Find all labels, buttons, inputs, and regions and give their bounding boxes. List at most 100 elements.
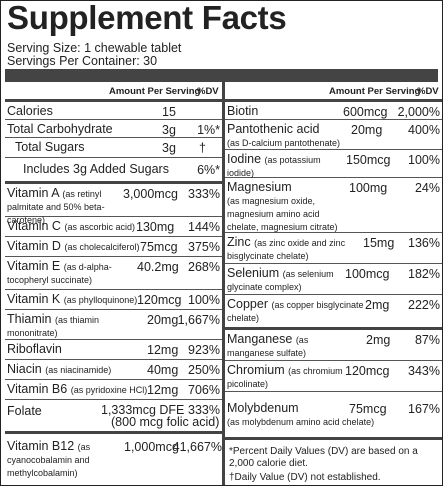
nutrient-name: Riboflavin [7, 342, 62, 356]
nutrient-dv: 41,667% [172, 440, 222, 454]
dv-header: %DV [417, 86, 439, 97]
nutrient-row: Includes 3g Added Sugars 6%* [5, 158, 222, 184]
nutrient-amount: 12mg [147, 343, 179, 357]
nutrient-dv: † [199, 141, 206, 155]
nutrient-dv: 144% [188, 220, 220, 234]
nutrient-name: Magnesium (as magnesium oxide, magnesium … [227, 180, 338, 233]
nutrient-row: Pantothenic acid (as D-calcium pantothena… [225, 120, 442, 150]
nutrient-row: Total Sugars 3g † [5, 138, 222, 158]
nutrient-row: Iodine (as potassium iodide) 150mcg 100% [225, 150, 442, 178]
nutrient-name: Zinc (as zinc oxide and zinc bisglycinat… [227, 235, 346, 262]
nutrient-name: Molybdenum (as molybdenum amino acid chel… [227, 401, 375, 428]
no-dv-footnote: †Daily Value (DV) not established. [229, 472, 381, 483]
nutrient-dv: 268% [188, 260, 220, 274]
nutrient-amount: 40.2mg [137, 260, 179, 274]
nutrient-amount: 15mg [363, 236, 395, 250]
nutrient-name: Vitamin K (as phylloquinone) [7, 292, 138, 306]
nutrient-dv: 375% [188, 240, 220, 254]
nutrient-amount: 1,000mcg [124, 440, 179, 454]
dv-footnote: *Percent Daily Values (DV) are based on … [229, 446, 418, 469]
column-divider [222, 69, 225, 485]
nutrient-amount: 600mcg [343, 105, 388, 119]
nutrient-name: Iodine (as potassium iodide) [227, 152, 321, 179]
nutrient-amount: 12mg [147, 383, 179, 397]
nutrient-dv: 222% [408, 298, 440, 312]
nutrient-name: Biotin [227, 104, 259, 118]
nutrient-dv: 400% [408, 123, 440, 137]
dv-header: %DV [197, 86, 219, 97]
nutrient-amount: 150mcg [346, 153, 391, 167]
nutrient-amount: 75mcg [140, 240, 178, 254]
nutrient-name: Vitamin B6 (as pyridoxine HCl) [7, 382, 148, 396]
nutrient-name: Pantothenic acid (as D-calcium pantothena… [227, 122, 341, 149]
nutrient-amount: 120mcg [345, 364, 390, 378]
nutrient-row: Copper (as copper bisglycinate chelate) … [225, 295, 442, 330]
nutrient-amount: 40mg [147, 363, 179, 377]
nutrient-dv: 100% [408, 153, 440, 167]
nutrient-row: Total Carbohydrate 3g 1%* [5, 120, 222, 138]
nutrient-dv: 87% [414, 333, 440, 347]
nutrient-amount: 1,333mcg DFE [101, 403, 185, 417]
nutrient-name: Chromium (as chromium picolinate) [227, 363, 343, 390]
nutrient-name: Vitamin A (as retinyl palmitate and 50% … [7, 186, 105, 226]
amount-header: Amount Per Serving [109, 86, 201, 97]
nutrient-name: Vitamin C (as ascorbic acid) [7, 219, 135, 233]
servings-per-container: Servings Per Container: 30 [7, 54, 158, 68]
nutrient-dv: 250% [188, 363, 220, 377]
right-column: Amount Per Serving %DV Biotin 600mcg 2,0… [225, 82, 442, 485]
nutrient-dv: 167% [408, 402, 440, 416]
nutrient-row: Vitamin E (as d-alpha-tocopheryl succina… [5, 257, 222, 290]
nutrient-name: Selenium (as selenium glycinate complex) [227, 266, 334, 293]
nutrient-row: Vitamin C (as ascorbic acid) 130mg 144% [5, 217, 222, 237]
nutrient-name: Includes 3g Added Sugars [23, 162, 169, 176]
nutrient-row: Vitamin D (as cholecalciferol) 75mcg 375… [5, 237, 222, 257]
left-column-header: Amount Per Serving %DV [5, 82, 222, 102]
header-bar [5, 69, 438, 82]
nutrient-dv: 333% [188, 187, 220, 201]
nutrient-amount: 3g [162, 141, 176, 155]
nutrient-dv: 136% [408, 236, 440, 250]
right-column-header: Amount Per Serving %DV [225, 82, 442, 102]
nutrient-row: Niacin (as niacinamide) 40mg 250% [5, 360, 222, 380]
nutrient-name: Calories [7, 104, 53, 118]
nutrient-dv: 24% [414, 181, 440, 195]
nutrient-row: Vitamin B12 (as cyanocobalamin and methy… [5, 434, 222, 479]
nutrient-amount: 100mcg [345, 267, 390, 281]
footnotes: *Percent Daily Values (DV) are based on … [225, 440, 442, 485]
nutrient-dv: 182% [408, 267, 440, 281]
nutrient-amount: 15 [162, 105, 176, 119]
nutrient-name: Manganese (as manganese sulfate) [227, 332, 309, 359]
nutrient-amount: 100mg [349, 181, 388, 195]
serving-size: Serving Size: 1 chewable tablet [7, 41, 182, 55]
amount-header: Amount Per Serving [329, 86, 421, 97]
nutrient-row: Chromium (as chromium picolinate) 120mcg… [225, 361, 442, 392]
nutrient-name: Niacin (as niacinamide) [7, 362, 112, 376]
nutrient-dv: 706% [188, 383, 220, 397]
nutrient-dv: 923% [188, 343, 220, 357]
nutrient-amount: 130mg [136, 220, 175, 234]
nutrient-dv: 1,667% [177, 313, 220, 327]
nutrient-row: Riboflavin 12mg 923% [5, 340, 222, 360]
nutrient-dv: 2,000% [397, 105, 440, 119]
nutrient-amount: 75mcg [349, 402, 387, 416]
nutrient-name: Total Sugars [15, 140, 85, 154]
nutrient-row: Magnesium (as magnesium oxide, magnesium … [225, 178, 442, 233]
nutrient-amount: 3,000mcg [123, 187, 178, 201]
nutrient-amount: 2mg [366, 333, 391, 347]
nutrient-name: Copper (as copper bisglycinate chelate) [227, 297, 364, 324]
nutrient-row: Calories 15 [5, 102, 222, 120]
left-column: Amount Per Serving %DV Calories 15 Total… [5, 82, 222, 479]
nutrient-amount-note: (800 mcg folic acid) [111, 415, 220, 429]
nutrient-amount: 3g [162, 123, 176, 137]
nutrient-name: Vitamin D (as cholecalciferol) [7, 239, 140, 253]
nutrient-amount: 120mcg [137, 293, 182, 307]
nutrient-row: Manganese (as manganese sulfate) 2mg 87% [225, 330, 442, 361]
nutrient-name: Folate [7, 404, 42, 418]
nutrient-row: Folate 1,333mcg DFE (800 mcg folic acid)… [5, 400, 222, 434]
nutrient-amount: 20mg [147, 313, 179, 327]
nutrient-row: Vitamin K (as phylloquinone) 120mcg 100% [5, 290, 222, 310]
nutrient-dv: 6%* [197, 163, 220, 177]
nutrient-row: Molybdenum (as molybdenum amino acid chel… [225, 392, 442, 440]
nutrient-name: Thiamin (as thiamin mononitrate) [7, 312, 99, 339]
